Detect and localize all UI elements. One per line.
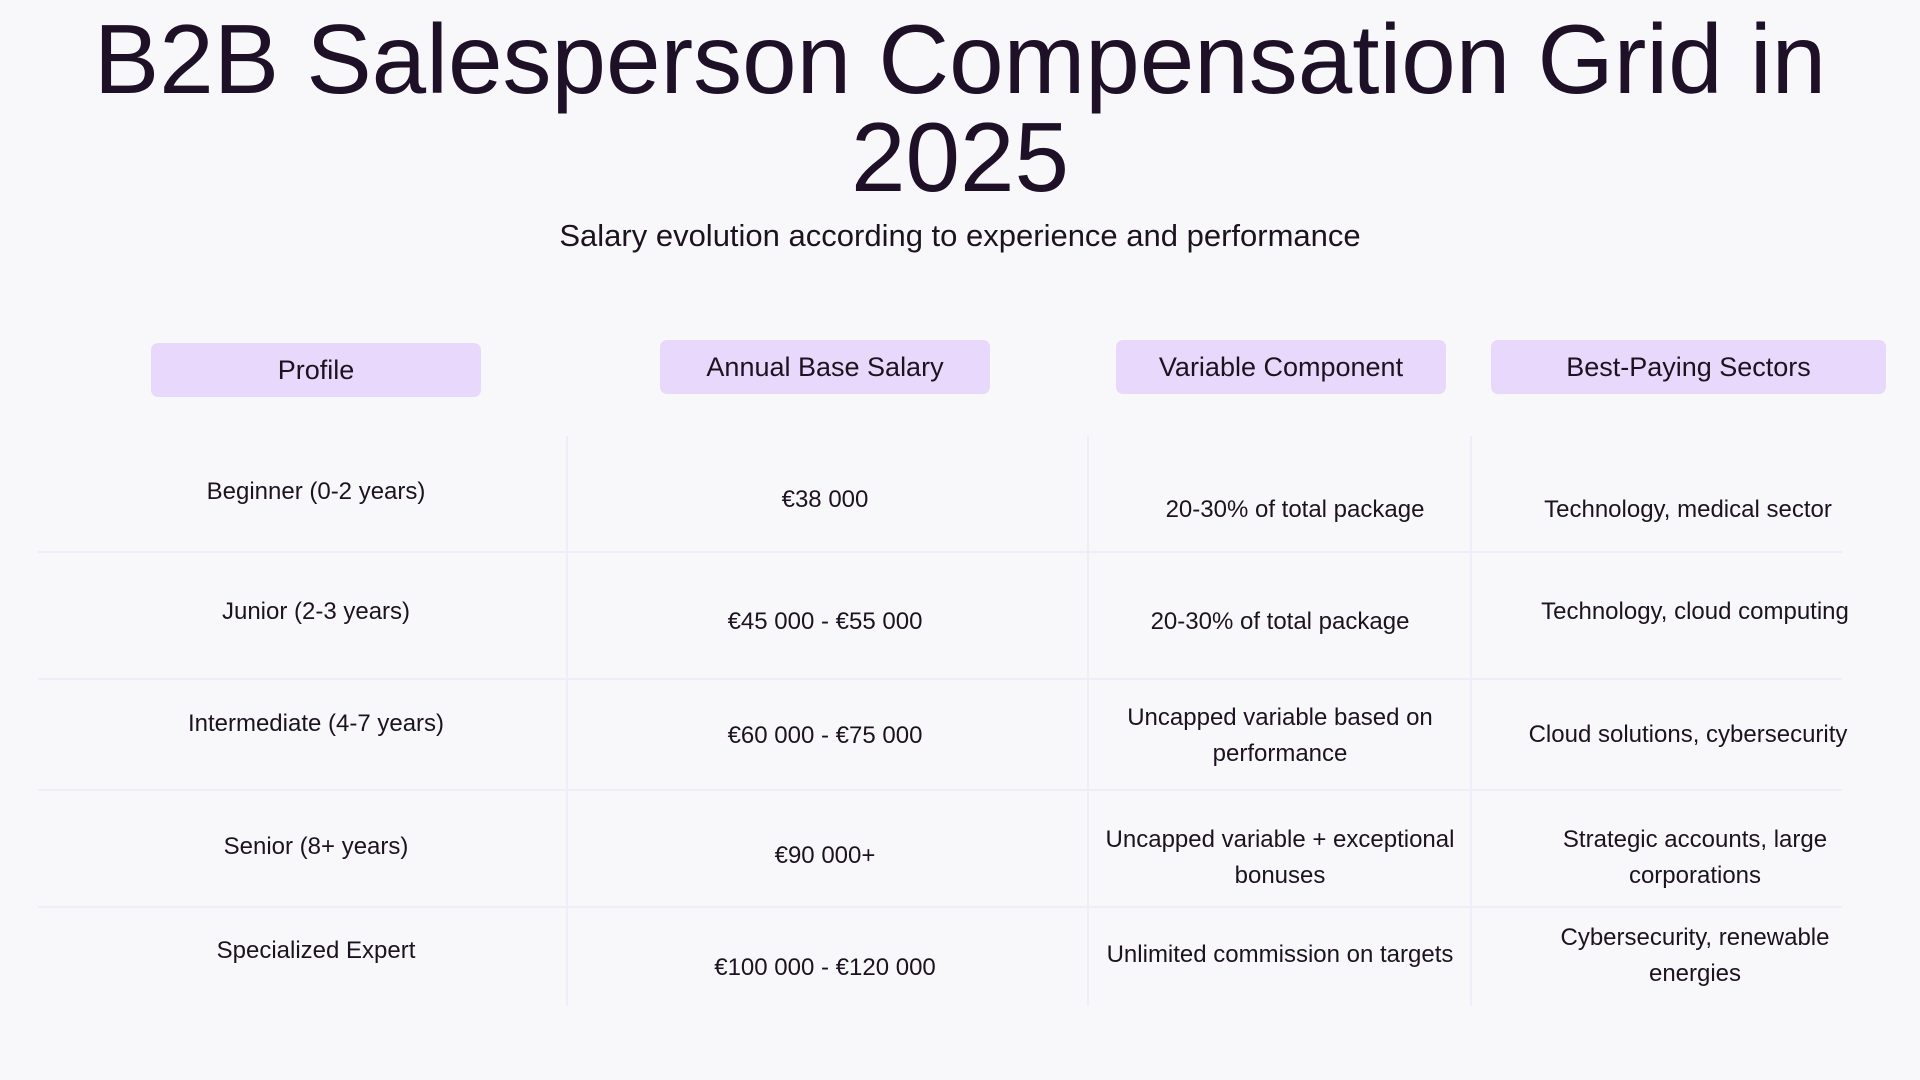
cell-sectors: Technology, cloud computing [1541, 598, 1849, 625]
cell-salary: €90 000+ [774, 842, 876, 869]
cell-variable: 20-30% of total package [1165, 496, 1425, 523]
row-divider [38, 678, 1842, 680]
cell-profile: Beginner (0-2 years) [206, 478, 426, 505]
row-divider [38, 789, 1842, 791]
cell-sectors: Strategic accounts, large corporations [1562, 826, 1828, 889]
page-subtitle: Salary evolution according to experience… [559, 218, 1361, 253]
cell-salary: €38 000 [781, 486, 869, 513]
column-divider [1470, 436, 1472, 1006]
cell-salary: €60 000 - €75 000 [727, 722, 923, 749]
cell-profile: Junior (2-3 years) [221, 598, 411, 625]
header-best-paying-sectors: Best-Paying Sectors [1491, 340, 1886, 394]
column-divider [566, 436, 568, 1006]
cell-variable: Uncapped variable + exceptional bonuses [1105, 826, 1455, 889]
cell-sectors: Cloud solutions, cybersecurity [1528, 721, 1848, 748]
cell-variable: Unlimited commission on targets [1106, 941, 1454, 968]
cell-salary: €45 000 - €55 000 [727, 608, 923, 635]
cell-variable: Uncapped variable based on performance [1127, 704, 1433, 767]
row-divider [38, 551, 1842, 553]
column-divider [1087, 436, 1089, 1006]
cell-sectors: Cybersecurity, renewable energies [1560, 924, 1830, 987]
cell-profile: Senior (8+ years) [223, 833, 409, 860]
header-variable-component: Variable Component [1116, 340, 1446, 394]
header-annual-base-salary: Annual Base Salary [660, 340, 990, 394]
header-profile: Profile [151, 343, 481, 397]
cell-variable: 20-30% of total package [1150, 608, 1410, 635]
row-divider [38, 906, 1842, 908]
page-title: B2B Salesperson Compensation Grid in 202… [93, 4, 1827, 212]
cell-sectors: Technology, medical sector [1544, 496, 1832, 523]
cell-salary: €100 000 - €120 000 [714, 954, 936, 981]
cell-profile: Intermediate (4-7 years) [187, 710, 445, 737]
cell-profile: Specialized Expert [216, 937, 416, 964]
